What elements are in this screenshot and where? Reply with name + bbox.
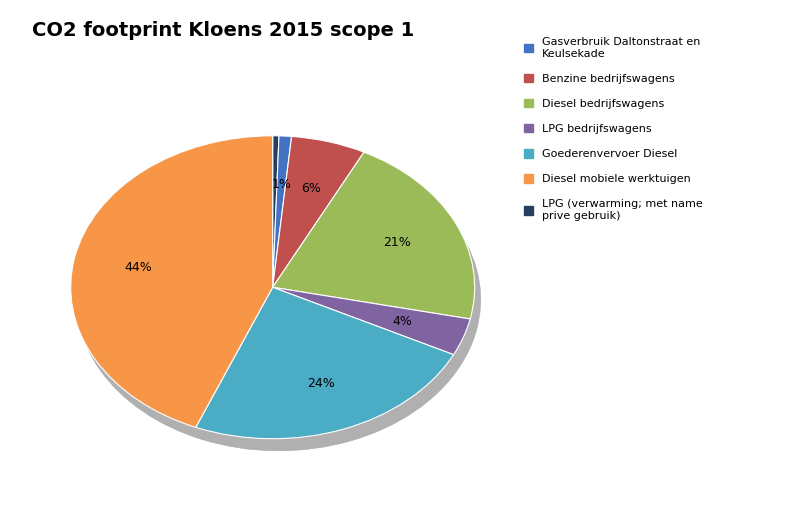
Wedge shape <box>196 287 454 439</box>
Wedge shape <box>273 136 364 287</box>
Text: 24%: 24% <box>307 377 335 390</box>
Wedge shape <box>279 164 480 331</box>
Wedge shape <box>273 136 292 287</box>
Legend: Gasverbruik Daltonstraat en
Keulsekade, Benzine bedrijfswagens, Diesel bedrijfsw: Gasverbruik Daltonstraat en Keulsekade, … <box>525 37 703 221</box>
Wedge shape <box>273 287 470 355</box>
Text: 1%: 1% <box>271 178 291 191</box>
Wedge shape <box>71 136 273 427</box>
Text: 21%: 21% <box>383 236 411 250</box>
Wedge shape <box>202 299 460 451</box>
Text: CO2 footprint Kloens 2015 scope 1: CO2 footprint Kloens 2015 scope 1 <box>32 21 415 40</box>
Wedge shape <box>273 152 475 319</box>
Wedge shape <box>279 148 298 299</box>
Text: 6%: 6% <box>301 182 321 195</box>
Wedge shape <box>279 299 476 367</box>
Wedge shape <box>273 136 279 287</box>
Wedge shape <box>279 149 370 299</box>
Wedge shape <box>77 148 279 440</box>
Text: 4%: 4% <box>392 315 412 328</box>
Text: 44%: 44% <box>124 261 152 274</box>
Wedge shape <box>279 148 285 299</box>
